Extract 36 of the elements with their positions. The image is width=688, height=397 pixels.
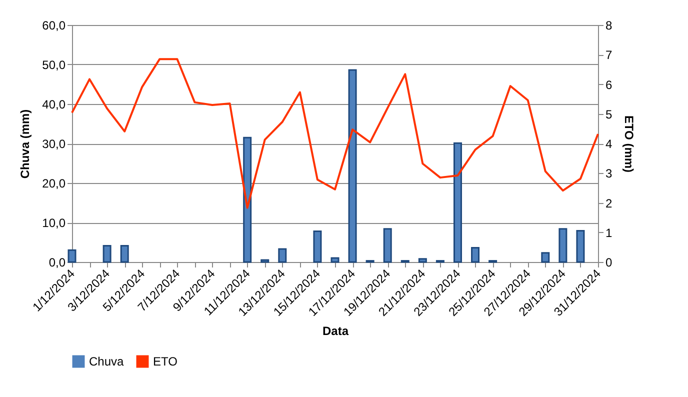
y2-tick-label: 1 bbox=[606, 226, 612, 240]
y2-axis-title: ETO (mm) bbox=[622, 115, 636, 173]
legend-label: Chuva bbox=[89, 354, 124, 369]
legend-label: ETO bbox=[153, 354, 178, 369]
bar bbox=[383, 228, 392, 263]
y-tick-label: 60,0 bbox=[42, 18, 66, 32]
y-axis-title: Chuva (mm) bbox=[18, 109, 32, 179]
y2-tick-label: 0 bbox=[606, 256, 612, 270]
y2-tick-label: 2 bbox=[606, 196, 612, 210]
bar bbox=[418, 258, 427, 263]
bar bbox=[120, 245, 129, 263]
bar bbox=[313, 230, 322, 263]
bar bbox=[243, 136, 252, 263]
bar bbox=[330, 257, 340, 263]
y-tick-label: 20,0 bbox=[42, 176, 66, 190]
bar bbox=[558, 228, 568, 263]
bar bbox=[453, 142, 462, 263]
bar bbox=[102, 245, 112, 263]
bar bbox=[471, 247, 480, 263]
y-tick-label: 40,0 bbox=[42, 98, 66, 112]
y2-tick-label: 4 bbox=[606, 137, 612, 151]
y-tick-label: 30,0 bbox=[42, 137, 66, 151]
y2-tick-label: 7 bbox=[606, 48, 612, 62]
bar bbox=[68, 249, 76, 263]
y2-tick-label: 8 bbox=[606, 18, 612, 32]
y2-tick-label: 5 bbox=[606, 107, 612, 122]
y2-tick-label: 6 bbox=[606, 78, 612, 92]
bar bbox=[348, 69, 357, 263]
y-tick-label: 0,0 bbox=[48, 256, 66, 270]
bar bbox=[576, 230, 585, 263]
x-axis-title: Data bbox=[322, 324, 349, 338]
y2-tick-label: 3 bbox=[606, 166, 612, 181]
bar bbox=[541, 252, 550, 263]
y-tick-label: 50,0 bbox=[42, 58, 66, 72]
y-tick-label: 10,0 bbox=[42, 216, 66, 230]
bar bbox=[278, 248, 287, 263]
